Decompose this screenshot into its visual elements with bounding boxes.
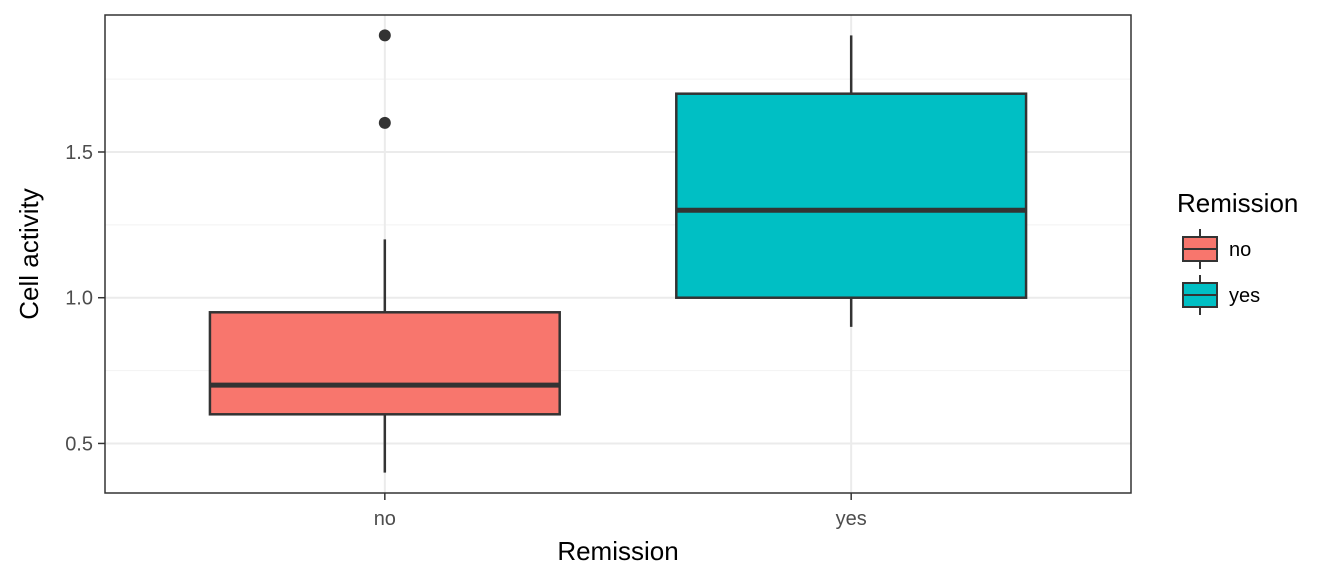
legend-key-yes: yes — [1182, 275, 1260, 315]
y-tick-label: 1.5 — [65, 142, 93, 164]
y-axis-title: Cell activity — [14, 188, 44, 319]
grid — [105, 15, 1131, 493]
box-no — [208, 29, 561, 473]
legend: Remission no yes — [1177, 188, 1298, 315]
legend-label: no — [1229, 239, 1251, 261]
box-iqr — [208, 311, 561, 416]
axis-ticks: 0.5 1.0 1.5 no yes — [65, 142, 867, 530]
outlier-point — [378, 116, 391, 129]
legend-label: yes — [1229, 285, 1260, 307]
box-yes — [675, 35, 1028, 327]
y-tick-label: 0.5 — [65, 433, 93, 455]
y-tick-label: 1.0 — [65, 288, 93, 310]
legend-key-no: no — [1182, 229, 1251, 269]
x-axis-title: Remission — [557, 536, 678, 566]
legend-title: Remission — [1177, 188, 1298, 218]
boxes — [208, 29, 1028, 473]
x-tick-label: no — [374, 508, 396, 530]
plot-panel-border — [104, 14, 1132, 494]
x-tick-label: yes — [836, 508, 867, 530]
outlier-point — [378, 29, 391, 42]
box-iqr — [675, 92, 1028, 299]
